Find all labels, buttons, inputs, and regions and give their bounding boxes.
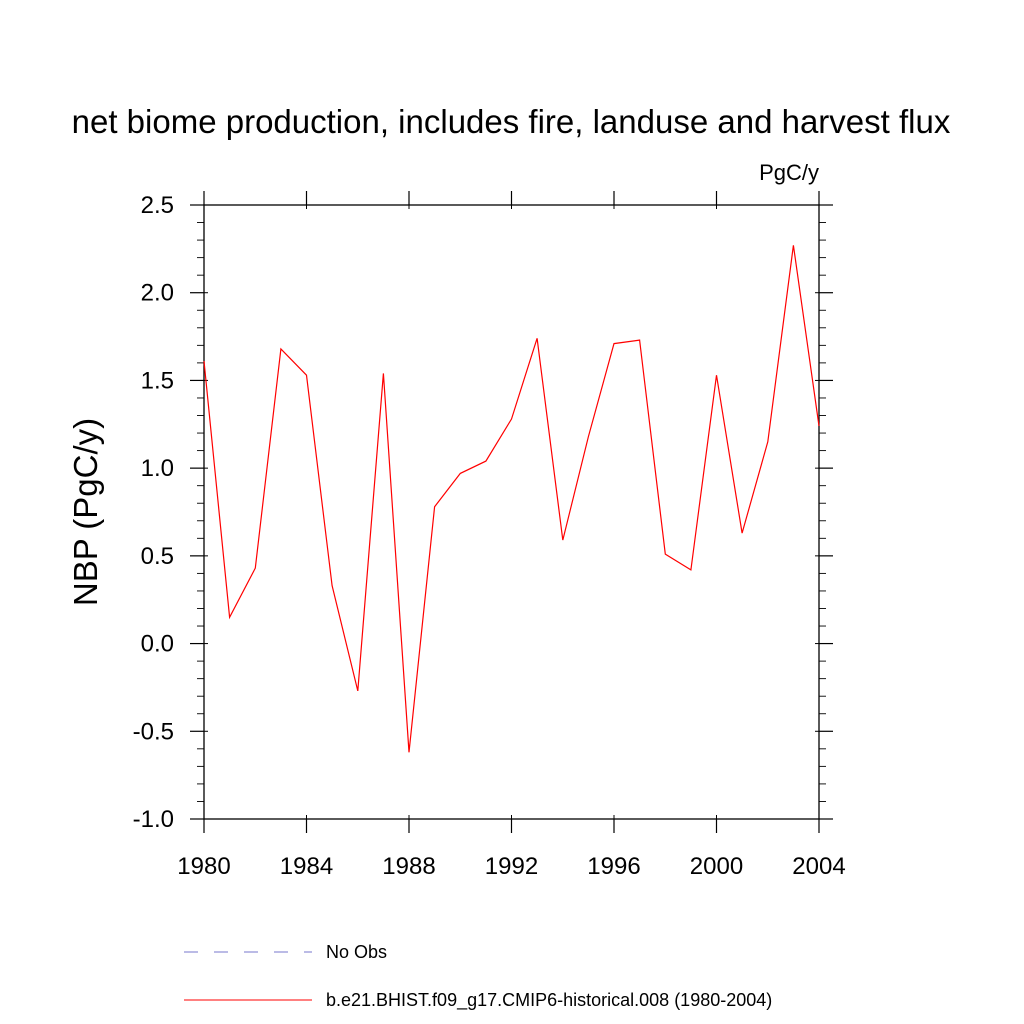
x-axis-ticks: 1980 1984 1988 1992 1996 2000 2004: [177, 191, 846, 880]
y-axis-label: NBP (PgC/y): [67, 418, 104, 606]
legend-label: No Obs: [326, 942, 387, 962]
x-tick-label: 1992: [485, 853, 538, 880]
y-axis-ticks: -1.0 -0.5 0.0 0.5 1.0 1.5 2.0 2.5: [133, 192, 833, 833]
chart-title: net biome production, includes fire, lan…: [72, 103, 951, 140]
x-tick-label: 1980: [177, 853, 230, 880]
plot-frame: [203, 204, 820, 820]
y-tick-label: 1.0: [141, 455, 174, 482]
x-tick-label: 1984: [280, 853, 333, 880]
x-tick-label: 2000: [690, 853, 743, 880]
y-tick-label: -1.0: [133, 806, 174, 833]
x-tick-label: 1996: [587, 853, 640, 880]
y-tick-label: 1.5: [141, 367, 174, 394]
units-label: PgC/y: [759, 160, 819, 185]
y-tick-label: 2.5: [141, 192, 174, 219]
legend: No Obs b.e21.BHIST.f09_g17.CMIP6-historic…: [184, 942, 772, 1011]
series-layer: [203, 245, 820, 753]
y-tick-label: 0.5: [141, 543, 174, 570]
x-tick-label: 1988: [382, 853, 435, 880]
series-line: [203, 245, 820, 753]
y-tick-label: 0.0: [141, 631, 174, 658]
y-tick-label: 2.0: [141, 280, 174, 307]
legend-label: b.e21.BHIST.f09_g17.CMIP6-historical.008…: [326, 990, 772, 1011]
x-tick-label: 2004: [792, 853, 845, 880]
y-tick-label: -0.5: [133, 718, 174, 745]
